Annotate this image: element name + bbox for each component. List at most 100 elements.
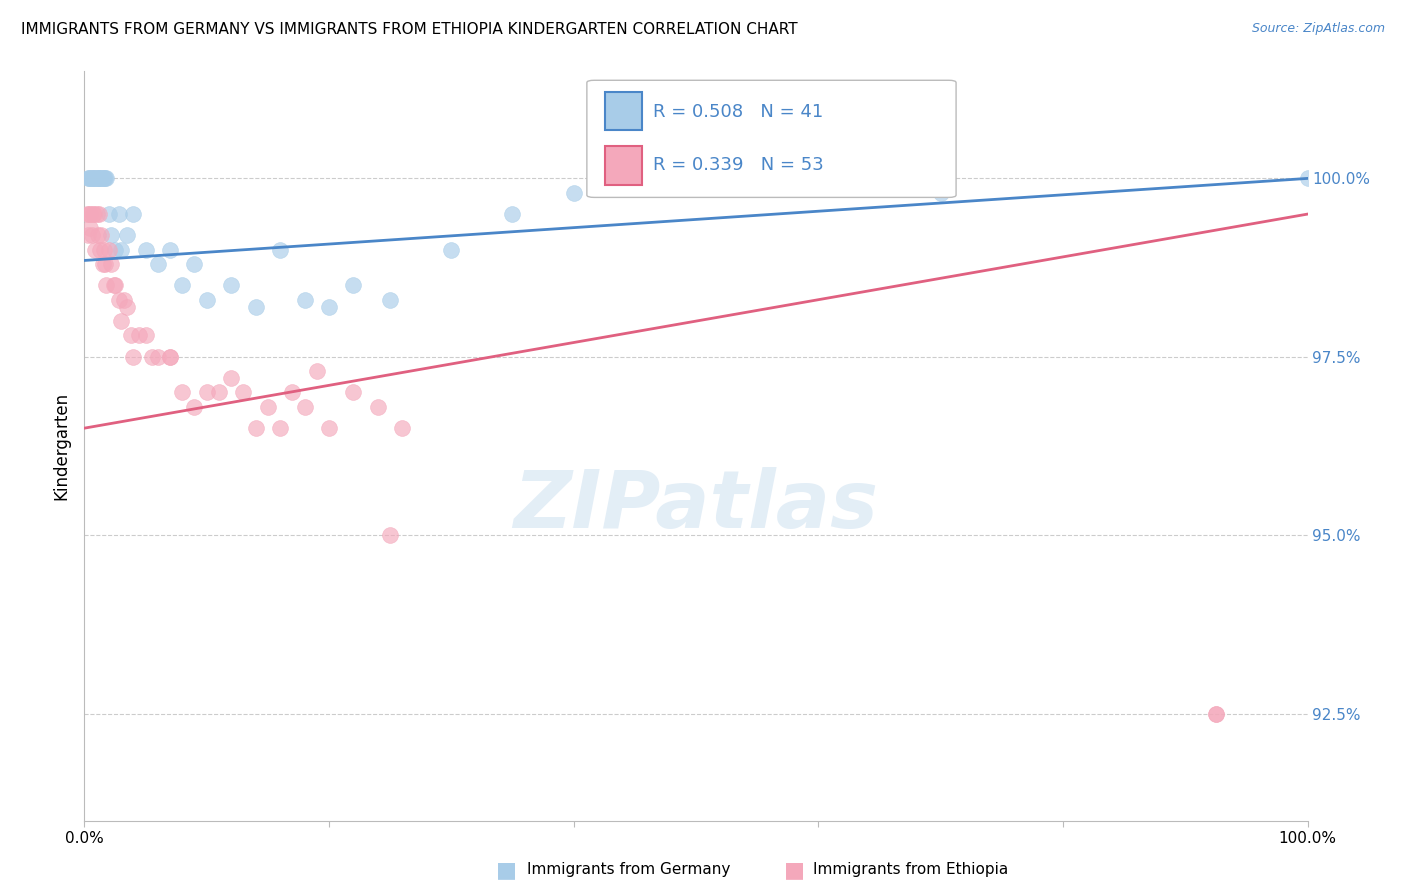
Point bbox=[96, 278, 118, 293]
Point bbox=[79, 207, 101, 221]
Point bbox=[219, 371, 242, 385]
Point bbox=[115, 228, 138, 243]
Point bbox=[269, 243, 291, 257]
Y-axis label: Kindergarten: Kindergarten bbox=[52, 392, 70, 500]
Text: ZIPatlas: ZIPatlas bbox=[513, 467, 879, 545]
Point bbox=[84, 171, 107, 186]
Bar bbox=[605, 92, 641, 130]
Point bbox=[112, 293, 135, 307]
Point bbox=[141, 350, 163, 364]
Point bbox=[1296, 171, 1319, 186]
Point bbox=[1205, 706, 1227, 721]
Point bbox=[91, 171, 114, 186]
Point bbox=[110, 243, 132, 257]
Point bbox=[89, 171, 111, 186]
Point bbox=[281, 385, 304, 400]
Point bbox=[79, 221, 101, 235]
Point bbox=[103, 278, 125, 293]
Point bbox=[159, 243, 181, 257]
Point bbox=[146, 257, 169, 271]
Text: Source: ZipAtlas.com: Source: ZipAtlas.com bbox=[1251, 22, 1385, 36]
Point bbox=[80, 228, 103, 243]
Text: R = 0.508   N = 41: R = 0.508 N = 41 bbox=[652, 103, 823, 120]
Point bbox=[86, 207, 108, 221]
Point bbox=[90, 228, 112, 243]
Point bbox=[93, 171, 115, 186]
Point bbox=[82, 207, 104, 221]
Point bbox=[342, 278, 364, 293]
Point bbox=[100, 257, 122, 271]
Point bbox=[107, 293, 129, 307]
Point bbox=[83, 207, 105, 221]
Bar bbox=[605, 146, 641, 185]
Point bbox=[94, 257, 117, 271]
Point bbox=[83, 171, 105, 186]
Point bbox=[94, 171, 117, 186]
Point bbox=[122, 207, 145, 221]
Point bbox=[172, 385, 194, 400]
Point bbox=[183, 257, 205, 271]
Point bbox=[96, 171, 118, 186]
Point bbox=[135, 328, 157, 343]
Point bbox=[77, 207, 100, 221]
Point bbox=[294, 293, 316, 307]
Point bbox=[269, 421, 291, 435]
Point bbox=[79, 171, 101, 186]
Point bbox=[208, 385, 231, 400]
Point bbox=[305, 364, 328, 378]
Point bbox=[77, 171, 100, 186]
Point bbox=[146, 350, 169, 364]
Point bbox=[91, 257, 114, 271]
Text: Immigrants from Germany: Immigrants from Germany bbox=[527, 863, 731, 877]
Point bbox=[929, 186, 952, 200]
Point bbox=[380, 293, 402, 307]
Point bbox=[502, 207, 524, 221]
Point bbox=[89, 243, 111, 257]
Point bbox=[318, 300, 340, 314]
Point bbox=[107, 207, 129, 221]
Point bbox=[82, 171, 104, 186]
Point bbox=[76, 207, 98, 221]
Point bbox=[87, 207, 110, 221]
Text: R = 0.339   N = 53: R = 0.339 N = 53 bbox=[652, 156, 824, 174]
Text: ■: ■ bbox=[496, 860, 516, 880]
Point bbox=[183, 400, 205, 414]
Point bbox=[294, 400, 316, 414]
Point bbox=[318, 421, 340, 435]
Point bbox=[440, 243, 463, 257]
Point bbox=[219, 278, 242, 293]
Point bbox=[100, 228, 122, 243]
Point bbox=[159, 350, 181, 364]
Point bbox=[159, 350, 181, 364]
Point bbox=[172, 278, 194, 293]
Point bbox=[135, 243, 157, 257]
Point bbox=[84, 243, 107, 257]
Text: ■: ■ bbox=[785, 860, 804, 880]
Text: Immigrants from Ethiopia: Immigrants from Ethiopia bbox=[813, 863, 1008, 877]
Point bbox=[342, 385, 364, 400]
Point bbox=[367, 400, 389, 414]
Point bbox=[245, 300, 267, 314]
FancyBboxPatch shape bbox=[586, 80, 956, 197]
Point bbox=[90, 171, 112, 186]
Point bbox=[1205, 706, 1227, 721]
Point bbox=[87, 171, 110, 186]
Point bbox=[104, 243, 127, 257]
Point bbox=[380, 528, 402, 542]
Point bbox=[195, 293, 218, 307]
Point bbox=[97, 243, 120, 257]
Point bbox=[87, 228, 110, 243]
Text: IMMIGRANTS FROM GERMANY VS IMMIGRANTS FROM ETHIOPIA KINDERGARTEN CORRELATION CHA: IMMIGRANTS FROM GERMANY VS IMMIGRANTS FR… bbox=[21, 22, 797, 37]
Point bbox=[115, 300, 138, 314]
Point bbox=[77, 171, 100, 186]
Point bbox=[77, 228, 100, 243]
Point bbox=[97, 207, 120, 221]
Point bbox=[120, 328, 142, 343]
Point bbox=[86, 171, 108, 186]
Point bbox=[122, 350, 145, 364]
Point bbox=[195, 385, 218, 400]
Point bbox=[257, 400, 280, 414]
Point bbox=[245, 421, 267, 435]
Point bbox=[110, 314, 132, 328]
Point bbox=[87, 171, 110, 186]
